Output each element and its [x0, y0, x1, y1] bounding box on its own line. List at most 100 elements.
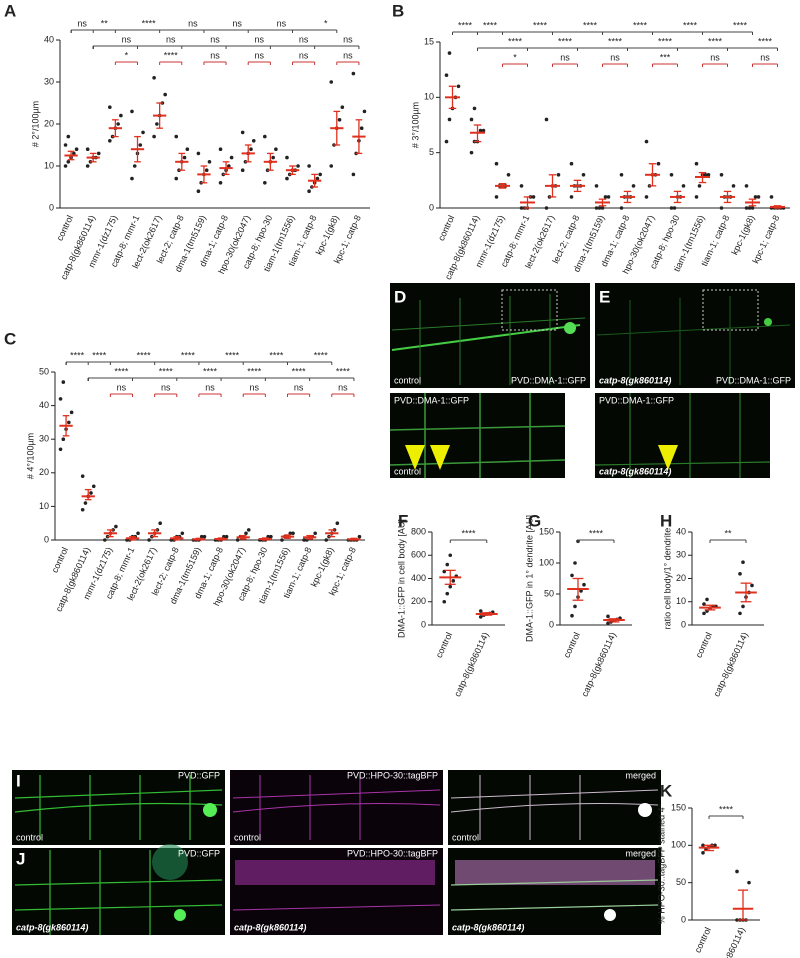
panel-label: K — [660, 781, 673, 800]
data-point — [147, 538, 151, 542]
y-tick-label: 0 — [549, 619, 554, 629]
data-point — [573, 561, 577, 565]
y-axis-label: % HPO-30::tagBFP stained 4° — [656, 803, 666, 924]
significance-label: ns — [210, 50, 220, 60]
data-point — [196, 151, 201, 156]
data-point — [199, 534, 204, 539]
data-point — [582, 582, 586, 587]
y-tick-label: 800 — [411, 526, 426, 536]
y-tick-label: 40 — [39, 400, 49, 410]
channel-label: merged — [625, 770, 656, 780]
data-point — [63, 164, 68, 168]
data-point — [735, 918, 739, 922]
data-point — [296, 164, 300, 168]
data-point — [263, 134, 267, 139]
significance-label: **** — [70, 350, 85, 360]
significance-label: **** — [225, 350, 240, 360]
data-point — [744, 184, 749, 188]
data-point — [307, 164, 311, 168]
x-tick-label: catp-8(gk860114) — [579, 631, 618, 699]
data-point — [61, 380, 66, 384]
data-point — [96, 151, 101, 156]
y-tick-label: 0 — [49, 202, 54, 212]
significance-label: **** — [142, 18, 157, 28]
data-point — [318, 172, 322, 177]
y-axis-label: DMA-1::GFP in cell body [AU] — [396, 519, 406, 638]
significance-label: **** — [583, 20, 598, 30]
significance-label: ns — [338, 382, 348, 392]
data-point — [315, 176, 320, 181]
significance-label: ns — [299, 34, 309, 44]
significance-label: ** — [724, 528, 732, 538]
data-point — [130, 176, 134, 181]
data-point — [753, 195, 758, 199]
data-point — [80, 507, 85, 512]
data-point — [285, 176, 289, 181]
data-point — [719, 206, 724, 210]
data-point — [619, 173, 624, 177]
data-point — [573, 604, 577, 609]
y-tick-label: 200 — [411, 596, 426, 606]
data-point — [307, 189, 311, 193]
significance-label: ns — [122, 34, 132, 44]
y-tick-label: 50 — [676, 877, 686, 887]
significance-label: **** — [608, 36, 623, 46]
data-point — [581, 173, 586, 177]
x-tick-label: control — [434, 631, 454, 660]
y-tick-label: 10 — [44, 160, 54, 170]
data-point — [240, 168, 245, 172]
data-point — [85, 147, 90, 151]
data-point — [447, 51, 452, 55]
significance-label: ns — [210, 34, 220, 44]
data-point — [119, 113, 123, 118]
data-point — [185, 147, 190, 151]
data-point — [741, 604, 745, 609]
genotype: control — [452, 832, 479, 842]
panel-label: D — [394, 287, 406, 306]
data-point — [669, 206, 674, 210]
data-point — [280, 538, 284, 542]
panel-label: A — [4, 1, 16, 20]
data-point — [606, 614, 610, 619]
data-point — [85, 164, 90, 168]
data-point — [672, 206, 677, 210]
significance-label: **** — [483, 20, 498, 30]
significance-label: **** — [269, 350, 284, 360]
significance-label: **** — [203, 366, 218, 376]
data-point — [703, 173, 708, 177]
data-point — [80, 474, 85, 478]
channel-label: PVD::HPO-30::tagBFP — [347, 848, 438, 858]
significance-label: **** — [533, 20, 548, 30]
data-point — [705, 597, 709, 602]
data-point — [103, 538, 107, 542]
marker: PVD::DMA-1::GFP — [394, 395, 469, 405]
x-tick-label: catp-8(gk860114) — [708, 926, 747, 958]
data-point — [478, 128, 483, 133]
y-tick-label: 0 — [681, 619, 686, 629]
data-point — [442, 599, 447, 604]
y-axis-label: DMA-1::GFP in 1° dendrite [AU] — [524, 515, 534, 642]
significance-label: **** — [137, 350, 152, 360]
data-point — [701, 851, 705, 855]
significance-label: ns — [205, 382, 215, 392]
significance-label: ns — [560, 52, 570, 62]
significance-label: ns — [232, 18, 242, 28]
significance-label: ns — [117, 382, 127, 392]
data-point — [329, 164, 334, 168]
data-point — [362, 109, 367, 114]
data-point — [544, 117, 549, 122]
genotype: catp-8(gk860114) — [599, 466, 671, 476]
image-panel — [12, 770, 661, 935]
x-tick-label: control — [692, 926, 712, 955]
significance-label: ns — [77, 18, 87, 28]
genotype: catp-8(gk860114) — [16, 922, 88, 932]
data-point — [447, 117, 452, 122]
data-point — [83, 501, 88, 505]
y-tick-label: 0 — [681, 914, 686, 924]
y-tick-label: 0 — [429, 202, 434, 212]
data-point — [136, 531, 140, 536]
data-point — [285, 155, 289, 160]
data-point — [138, 143, 143, 147]
data-point — [132, 164, 137, 168]
data-point — [58, 447, 63, 452]
